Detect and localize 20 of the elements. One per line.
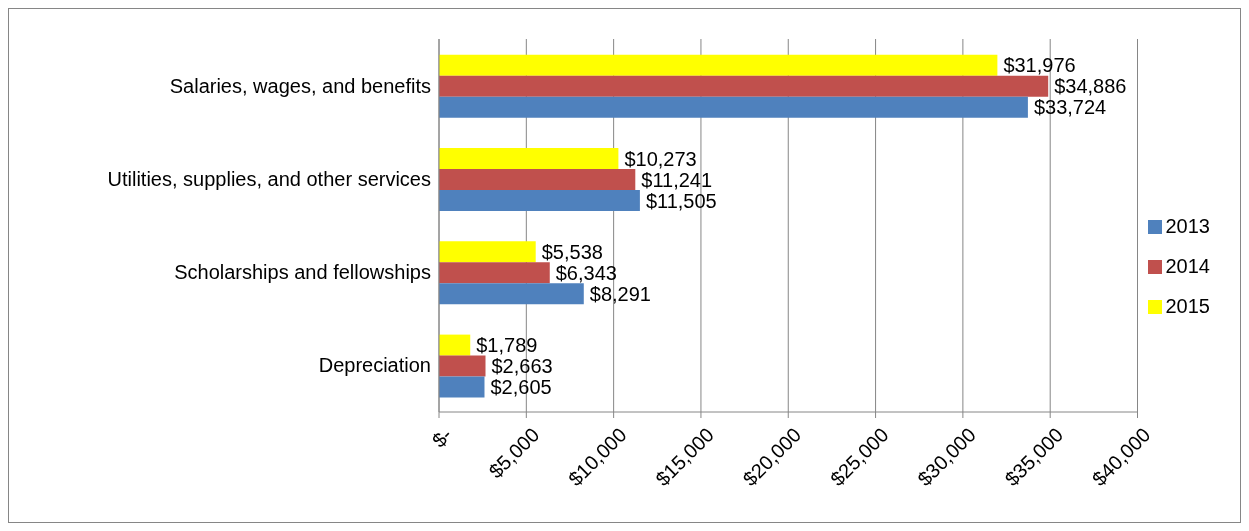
data-label: $6,343 <box>555 261 617 284</box>
y-tick-label: Utilities, supplies, and other services <box>107 167 431 190</box>
legend-label: 2015 <box>1165 294 1210 317</box>
data-label: $11,241 <box>641 168 713 191</box>
y-tick-label: Depreciation <box>318 354 431 377</box>
data-label: $31,976 <box>1003 54 1076 77</box>
data-label: $5,538 <box>541 240 603 263</box>
data-label: $8,291 <box>589 282 651 305</box>
data-label: $2,605 <box>490 376 552 399</box>
data-label: $10,273 <box>624 147 697 170</box>
data-label: $11,505 <box>645 189 717 212</box>
y-tick-label: Scholarships and fellowships <box>174 261 431 284</box>
data-label: $1,789 <box>476 334 538 357</box>
x-tick-label: $- <box>427 423 457 452</box>
data-label: $2,663 <box>491 355 553 378</box>
legend-label: 2014 <box>1165 254 1210 277</box>
y-tick-label: Salaries, wages, and benefits <box>169 74 431 97</box>
data-label: $34,886 <box>1054 75 1127 98</box>
data-label: $33,724 <box>1033 96 1107 119</box>
legend-label: 2013 <box>1165 214 1210 237</box>
